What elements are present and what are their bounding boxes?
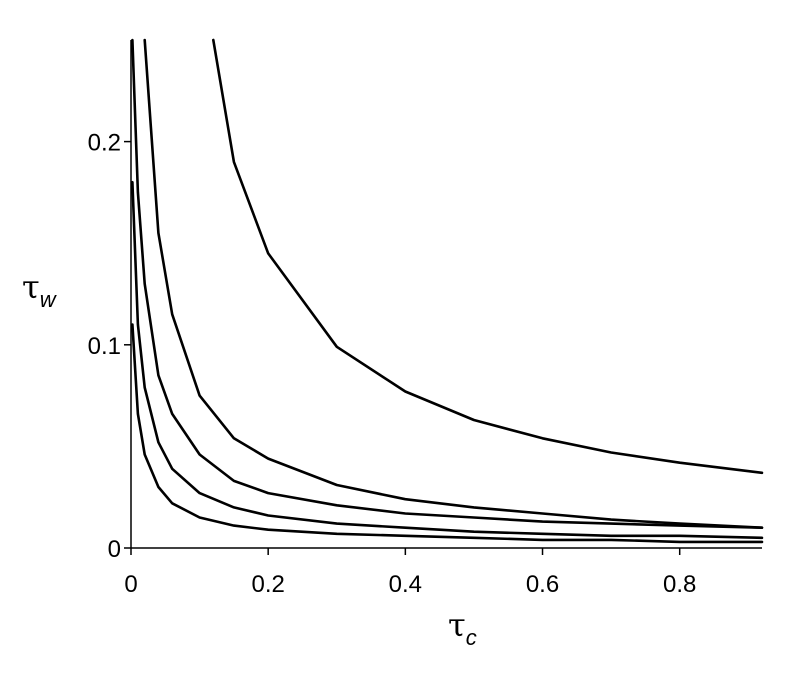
series-line-5 <box>131 323 764 544</box>
series-line-2 <box>143 38 764 529</box>
x-tick-label: 0.8 <box>663 571 696 598</box>
y-tick-label: 0 <box>108 536 121 563</box>
series-line-3 <box>131 38 764 529</box>
series-line-1 <box>212 38 764 475</box>
x-tick-label: 0 <box>124 571 137 598</box>
x-axis-label: τc <box>448 606 477 650</box>
axes-group <box>130 40 762 549</box>
y-axis-label: τw <box>22 268 58 312</box>
ticks-group: 0 0.2 0.4 0.6 0.8 0 0.1 0.2 <box>88 130 697 598</box>
x-tick-label: 0.6 <box>526 571 559 598</box>
y-tick-label: 0.1 <box>88 333 121 360</box>
series-line-4 <box>131 180 764 540</box>
x-axis-label-symbol: τ <box>448 606 466 644</box>
y-tick-label: 0.2 <box>88 130 121 157</box>
y-axis-label-subscript: w <box>40 287 58 312</box>
x-tick-label: 0.4 <box>389 571 422 598</box>
y-axis-label-symbol: τ <box>22 268 40 306</box>
x-tick-label: 0.2 <box>251 571 284 598</box>
x-axis-label-subscript: c <box>466 625 477 650</box>
curves-group <box>131 38 764 544</box>
